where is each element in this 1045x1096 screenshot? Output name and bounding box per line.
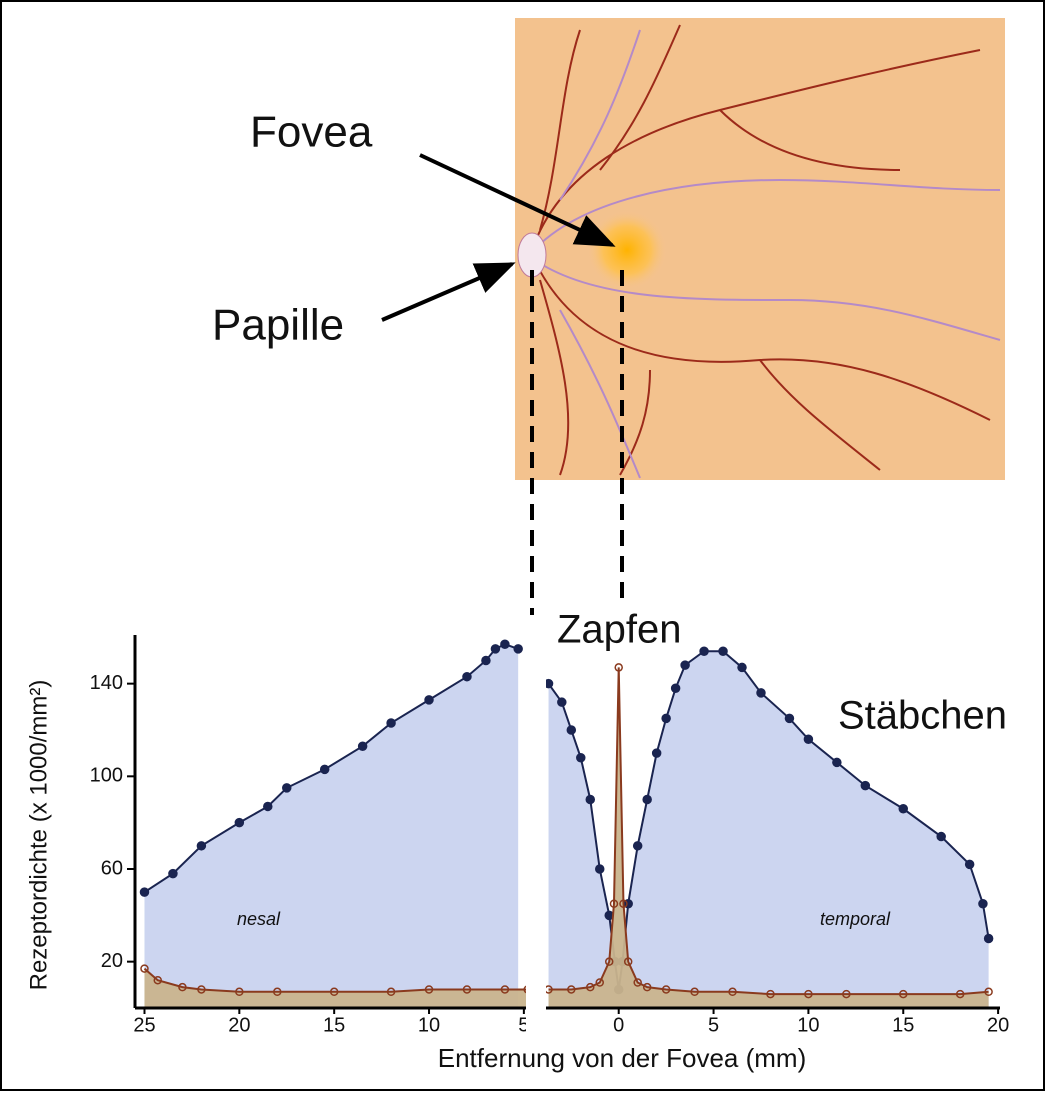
- x-axis-label: Entfernung von der Fovea (mm): [438, 1043, 807, 1073]
- data-point: [514, 645, 522, 653]
- region-label: temporal: [820, 909, 891, 929]
- data-point: [491, 645, 499, 653]
- data-point: [596, 865, 604, 873]
- series-label: Zapfen: [557, 608, 682, 652]
- data-point: [700, 647, 708, 655]
- x-tick-label: 10: [797, 1014, 819, 1036]
- data-point: [662, 714, 670, 722]
- fovea-label: Fovea: [250, 108, 373, 157]
- region-label: nesal: [237, 909, 281, 929]
- data-point: [577, 754, 585, 762]
- data-point: [359, 742, 367, 750]
- data-point: [785, 714, 793, 722]
- data-point: [653, 749, 661, 757]
- data-point: [738, 663, 746, 671]
- data-point: [966, 860, 974, 868]
- data-point: [463, 673, 471, 681]
- y-axis-label: Rezeptordichte (x 1000/mm²): [25, 680, 52, 991]
- retina-illustration: [515, 18, 1005, 480]
- data-point: [387, 719, 395, 727]
- data-point: [321, 765, 329, 773]
- data-point: [567, 726, 575, 734]
- data-point: [235, 819, 243, 827]
- x-tick-label: 0: [613, 1014, 624, 1036]
- x-tick-label: 5: [708, 1014, 719, 1036]
- data-point: [979, 900, 987, 908]
- x-tick-label: 15: [892, 1014, 914, 1036]
- x-tick-label: 20: [228, 1014, 250, 1036]
- data-point: [197, 842, 205, 850]
- data-point: [643, 795, 651, 803]
- data-point: [558, 698, 566, 706]
- data-point: [140, 888, 148, 896]
- figure: Fovea Papille 20601001402520151050510152…: [0, 0, 1045, 1091]
- data-point: [482, 656, 490, 664]
- data-point: [985, 934, 993, 942]
- data-point: [634, 842, 642, 850]
- data-point: [681, 661, 689, 669]
- data-point: [937, 833, 945, 841]
- x-tick-label: 15: [323, 1014, 345, 1036]
- y-tick-label: 100: [90, 765, 123, 787]
- data-point: [899, 805, 907, 813]
- data-point: [672, 684, 680, 692]
- x-tick-label: 20: [987, 1014, 1009, 1036]
- data-point: [861, 782, 869, 790]
- data-point: [719, 647, 727, 655]
- data-point: [501, 640, 509, 648]
- papille-arrow: [382, 264, 512, 320]
- papille-label: Papille: [212, 301, 344, 350]
- data-point: [283, 784, 291, 792]
- y-tick-label: 60: [101, 857, 123, 879]
- blind-spot: [526, 615, 546, 1048]
- x-tick-label: 25: [133, 1014, 155, 1036]
- data-point: [833, 758, 841, 766]
- data-point: [757, 689, 765, 697]
- data-point: [169, 870, 177, 878]
- data-point: [804, 735, 812, 743]
- y-tick-label: 140: [90, 672, 123, 694]
- area-fill: [144, 644, 518, 1008]
- series-label: Stäbchen: [838, 694, 1007, 738]
- data-point: [586, 795, 594, 803]
- x-tick-label: 10: [418, 1014, 440, 1036]
- data-point: [264, 802, 272, 810]
- y-tick-label: 20: [101, 950, 123, 972]
- data-point: [425, 696, 433, 704]
